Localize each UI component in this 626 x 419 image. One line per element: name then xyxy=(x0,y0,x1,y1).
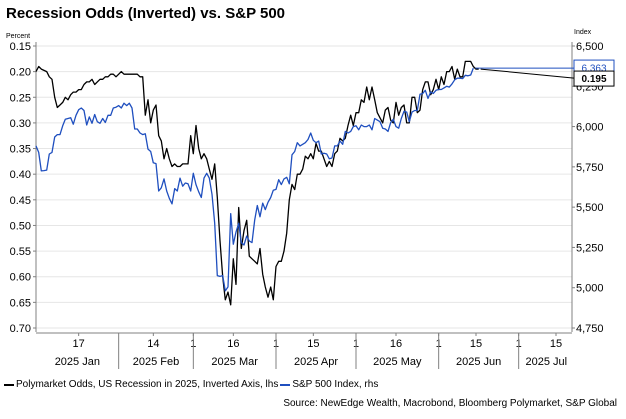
left-axis-unit: Percent xyxy=(6,33,30,40)
x-tick-label: 17 xyxy=(73,338,85,350)
x-tick-label: 15 xyxy=(307,338,319,350)
left-tick-label: 0.70 xyxy=(10,323,31,335)
chart-title: Recession Odds (Inverted) vs. S&P 500 xyxy=(6,5,286,22)
source-note: Source: NewEdge Wealth, Macrobond, Bloom… xyxy=(283,398,617,409)
right-axis-unit: Index xyxy=(574,29,592,36)
end-label-sp500: 6,363 xyxy=(581,64,606,75)
right-tick-label: 6,000 xyxy=(576,122,604,134)
legend-label-odds: Polymarket Odds, US Recession in 2025, I… xyxy=(16,379,279,390)
left-tick-label: 0.65 xyxy=(10,297,31,309)
legend-item-odds: Polymarket Odds, US Recession in 2025, I… xyxy=(4,379,278,390)
end-label-odds: 0.195 xyxy=(581,74,606,85)
legend-swatch-sp500 xyxy=(280,383,291,386)
x-month-label: 2025 Jun xyxy=(456,356,501,368)
x-month-label: 2025 Apr xyxy=(294,356,338,368)
left-axis: 0.15 0.20 0.25 0.30 0.35 0.40 0.45 0.50 0.55 0.60… xyxy=(6,33,37,335)
series-line-odds xyxy=(35,60,479,306)
legend-item-sp500: S&P 500 Index, rhs xyxy=(280,379,378,390)
right-tick-label: 6,500 xyxy=(576,41,604,53)
chart-svg: 0.15 0.20 0.25 0.30 0.35 0.40 0.45 0.50 0.55 0.60… xyxy=(6,29,615,369)
left-tick-label: 0.45 xyxy=(10,195,31,207)
left-tick-label: 0.25 xyxy=(10,92,31,104)
x-tick-label: 16 xyxy=(227,338,239,350)
left-tick-label: 0.40 xyxy=(10,169,31,181)
left-tick-label: 0.15 xyxy=(10,41,31,53)
right-tick-label: 5,500 xyxy=(576,202,604,214)
x-month-label: 2025 May xyxy=(373,356,422,368)
series-layer xyxy=(35,60,479,306)
left-tick-label: 0.35 xyxy=(10,144,31,156)
left-tick-label: 0.60 xyxy=(10,272,31,284)
x-tick-label: 14 xyxy=(147,338,159,350)
left-tick-label: 0.30 xyxy=(10,118,31,130)
end-label-leader-odds xyxy=(480,68,575,79)
grid-layer xyxy=(36,45,572,329)
x-month-label: 2025 Feb xyxy=(133,356,179,368)
series-line-sp500 xyxy=(35,67,474,292)
left-tick-label: 0.20 xyxy=(10,67,31,79)
legend-label-sp500: S&P 500 Index, rhs xyxy=(292,379,379,390)
x-tick-label: 15 xyxy=(470,338,482,350)
x-month-label: 2025 Mar xyxy=(211,356,258,368)
x-tick-label: 15 xyxy=(550,338,562,350)
left-tick-label: 0.55 xyxy=(10,246,31,258)
x-month-label: 2025 Jul xyxy=(526,356,568,368)
left-tick-label: 0.50 xyxy=(10,220,31,232)
x-tick-label: 16 xyxy=(390,338,402,350)
right-axis: 4,7505,0005,2505,5005,7506,0006,2506,500… xyxy=(571,29,604,335)
right-tick-label: 4,750 xyxy=(576,323,604,335)
legend: Polymarket Odds, US Recession in 2025, I… xyxy=(4,379,380,390)
right-tick-label: 5,250 xyxy=(576,242,604,254)
right-tick-label: 5,000 xyxy=(576,283,604,295)
end-label-box-odds xyxy=(573,70,615,87)
legend-swatch-odds xyxy=(4,383,14,386)
right-tick-label: 5,750 xyxy=(576,162,604,174)
x-month-label: 2025 Jan xyxy=(55,356,100,368)
